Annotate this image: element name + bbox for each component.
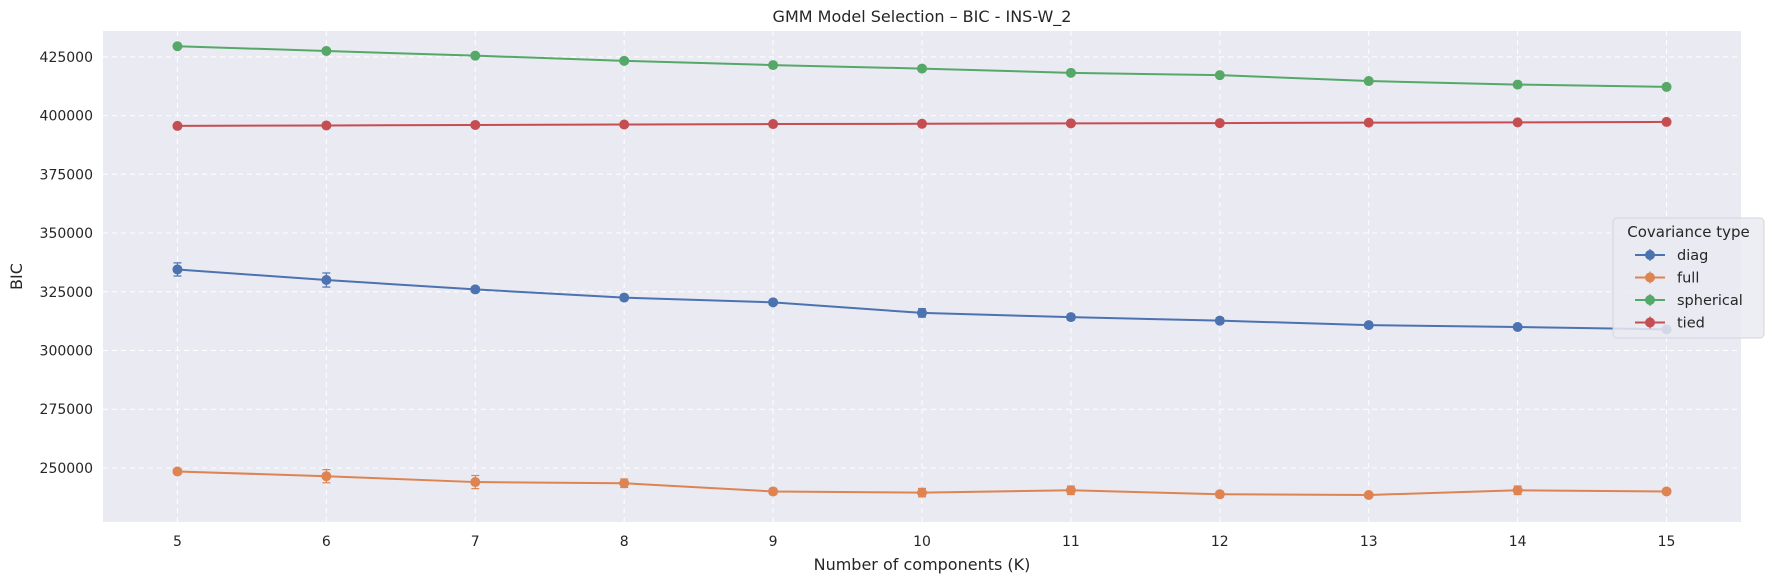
data-point bbox=[1065, 67, 1076, 78]
y-tick-label: 400000 bbox=[40, 109, 93, 125]
data-point bbox=[917, 487, 927, 498]
data-point bbox=[1214, 489, 1225, 500]
data-point bbox=[321, 275, 332, 286]
data-point bbox=[172, 41, 183, 52]
legend-swatch-marker bbox=[1645, 295, 1655, 305]
x-tick-label: 6 bbox=[322, 534, 331, 550]
x-tick-label: 8 bbox=[620, 534, 629, 550]
data-point bbox=[768, 119, 779, 130]
data-point bbox=[172, 120, 183, 131]
data-point bbox=[172, 466, 183, 477]
legend-item-tied: tied bbox=[1635, 316, 1705, 332]
data-point bbox=[1661, 81, 1672, 92]
data-point bbox=[1512, 322, 1523, 333]
data-point bbox=[1214, 118, 1225, 129]
data-point bbox=[1363, 117, 1374, 128]
data-point bbox=[619, 292, 630, 303]
x-tick-label: 11 bbox=[1062, 534, 1080, 550]
x-tick-label: 9 bbox=[769, 534, 778, 550]
data-point bbox=[619, 478, 630, 489]
data-point bbox=[917, 63, 927, 74]
data-point bbox=[1512, 79, 1523, 90]
legend: Covariance type diag full spherical tied bbox=[1612, 217, 1765, 339]
x-tick-label: 15 bbox=[1658, 534, 1676, 550]
data-point bbox=[1363, 320, 1374, 331]
grid bbox=[103, 31, 1741, 522]
data-point bbox=[172, 264, 183, 275]
legend-swatch-marker bbox=[1645, 317, 1655, 328]
data-point bbox=[1214, 315, 1225, 326]
data-point bbox=[768, 486, 779, 497]
data-point bbox=[321, 471, 332, 482]
x-tick-label: 12 bbox=[1211, 534, 1229, 550]
series-tied bbox=[172, 116, 1672, 131]
data-point bbox=[917, 307, 927, 318]
data-point bbox=[321, 120, 332, 131]
data-point bbox=[768, 297, 779, 308]
tick-labels: 250000 275000 300000 325000 350000 375000 4000… bbox=[40, 50, 1676, 550]
series-full bbox=[172, 466, 1672, 500]
data-point bbox=[470, 477, 481, 488]
data-point bbox=[619, 55, 630, 66]
legend-label: tied bbox=[1677, 316, 1705, 332]
data-point bbox=[470, 284, 481, 295]
legend-swatch-marker bbox=[1645, 250, 1655, 260]
x-axis-label: Number of components (K) bbox=[814, 555, 1031, 574]
y-tick-label: 425000 bbox=[40, 50, 93, 66]
y-tick-label: 375000 bbox=[40, 167, 93, 183]
data-point bbox=[470, 119, 481, 130]
legend-title: Covariance type bbox=[1627, 223, 1750, 241]
legend-label: diag bbox=[1677, 248, 1708, 264]
x-tick-label: 13 bbox=[1360, 534, 1378, 550]
data-point bbox=[1065, 312, 1076, 323]
y-tick-label: 350000 bbox=[40, 226, 93, 242]
data-point bbox=[1661, 486, 1672, 497]
data-point bbox=[1214, 70, 1225, 81]
chart-title: GMM Model Selection – BIC - INS-W_2 bbox=[773, 7, 1072, 27]
legend-item-diag: diag bbox=[1635, 248, 1708, 264]
data-point bbox=[470, 50, 481, 61]
series-spherical bbox=[172, 41, 1672, 92]
data-point bbox=[1661, 116, 1672, 127]
series-layer bbox=[172, 41, 1672, 500]
legend-item-full: full bbox=[1635, 271, 1699, 287]
data-point bbox=[917, 118, 927, 129]
legend-swatch-marker bbox=[1645, 272, 1655, 283]
x-tick-label: 7 bbox=[471, 534, 480, 550]
data-point bbox=[1363, 489, 1374, 500]
data-point bbox=[1363, 76, 1374, 87]
y-axis-label: BIC bbox=[7, 263, 26, 290]
x-tick-label: 5 bbox=[173, 534, 182, 550]
y-tick-label: 275000 bbox=[40, 402, 93, 418]
data-point bbox=[619, 119, 630, 130]
y-tick-label: 250000 bbox=[40, 461, 93, 477]
data-point bbox=[321, 45, 332, 56]
x-tick-label: 14 bbox=[1509, 534, 1527, 550]
data-point bbox=[1065, 118, 1076, 129]
legend-box bbox=[1612, 217, 1765, 339]
data-point bbox=[1065, 485, 1076, 496]
y-tick-label: 300000 bbox=[40, 344, 93, 360]
x-tick-label: 10 bbox=[913, 534, 931, 550]
legend-label: full bbox=[1677, 271, 1699, 287]
legend-label: spherical bbox=[1677, 293, 1743, 309]
data-point bbox=[768, 60, 779, 71]
data-point bbox=[1512, 485, 1523, 496]
data-point bbox=[1512, 117, 1523, 128]
y-tick-label: 325000 bbox=[40, 285, 93, 301]
legend-item-spherical: spherical bbox=[1635, 293, 1743, 309]
